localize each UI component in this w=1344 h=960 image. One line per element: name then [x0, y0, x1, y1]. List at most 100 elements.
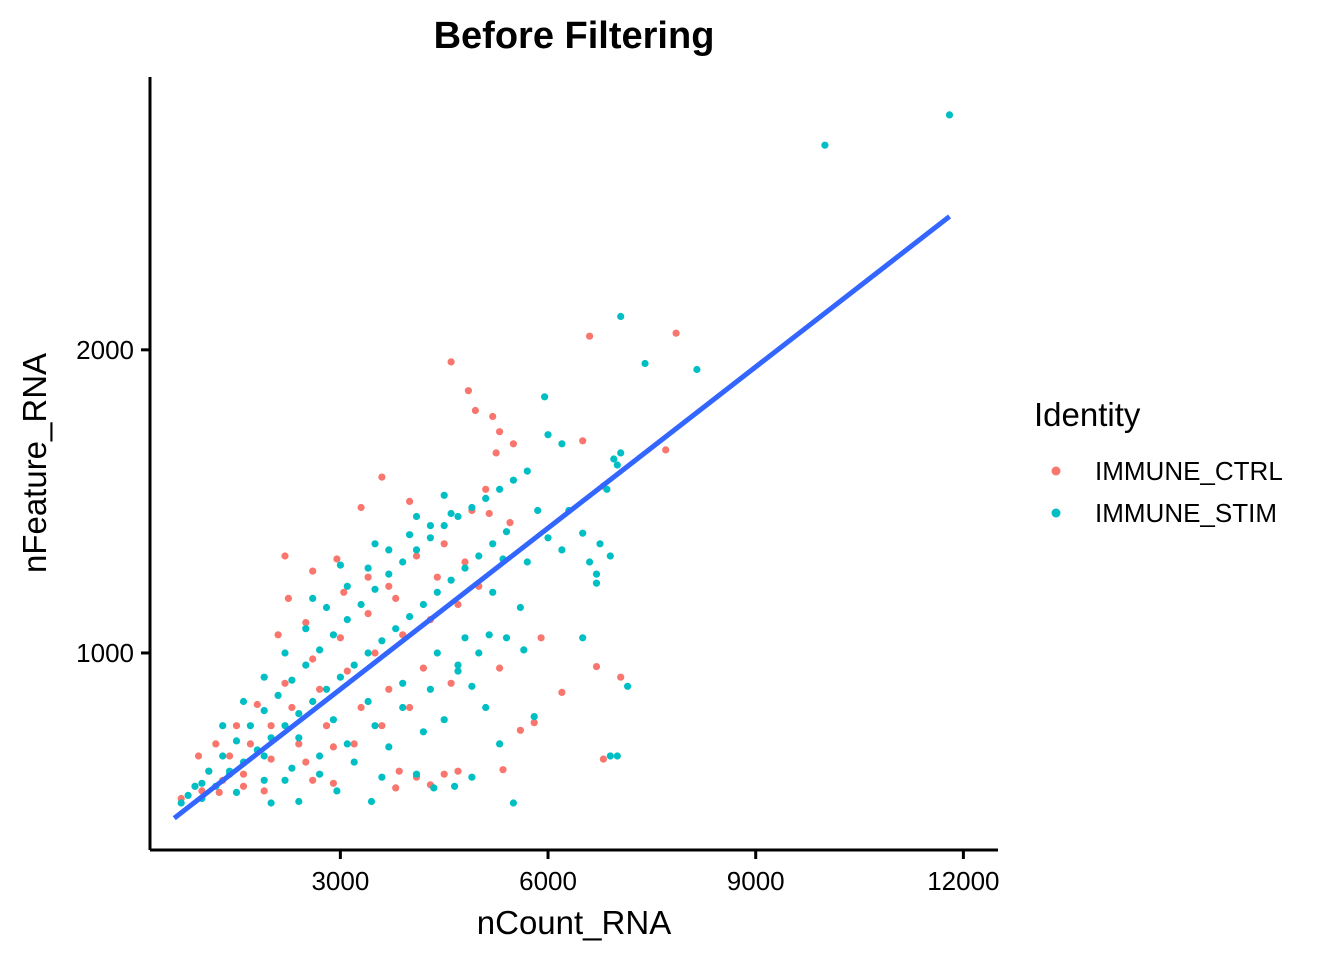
legend: Identity IMMUNE_CTRL IMMUNE_STIM: [1034, 396, 1283, 528]
data-point-immune-stim: [364, 649, 372, 657]
data-point-immune-ctrl: [406, 497, 414, 505]
data-point-immune-ctrl: [489, 412, 497, 421]
data-point-immune-stim: [232, 737, 241, 745]
data-point-immune-stim: [329, 631, 337, 639]
data-point-immune-stim: [385, 546, 393, 554]
data-point-immune-stim: [336, 673, 344, 681]
data-point-immune-stim: [205, 767, 213, 775]
data-point-immune-ctrl: [447, 679, 455, 687]
data-point-immune-ctrl: [537, 634, 545, 642]
data-point-immune-stim: [485, 631, 493, 639]
data-point-immune-stim: [509, 476, 517, 484]
data-point-immune-stim: [613, 752, 621, 760]
data-point-immune-ctrl: [378, 722, 386, 730]
data-point-immune-stim: [586, 558, 594, 566]
data-point-immune-ctrl: [215, 788, 223, 797]
data-point-immune-stim: [451, 782, 459, 790]
data-point-immune-stim: [641, 359, 649, 368]
y-tick-label: 2000: [76, 335, 134, 365]
y-tick-label: 1000: [76, 638, 134, 668]
data-point-immune-ctrl: [333, 555, 341, 563]
data-point-immune-stim: [426, 522, 434, 530]
data-point-immune-ctrl: [395, 767, 403, 775]
data-point-immune-stim: [219, 722, 227, 730]
data-point-immune-stim: [558, 440, 566, 448]
data-point-immune-ctrl: [246, 740, 254, 748]
data-point-immune-ctrl: [461, 558, 469, 566]
data-point-immune-ctrl: [267, 755, 275, 763]
data-point-immune-ctrl: [516, 726, 525, 734]
data-point-immune-ctrl: [329, 779, 337, 787]
data-point-immune-stim: [295, 710, 303, 718]
data-point-immune-stim: [367, 797, 376, 806]
data-point-immune-stim: [461, 634, 469, 642]
data-point-immune-stim: [440, 716, 448, 724]
data-point-immune-stim: [523, 467, 531, 475]
data-point-immune-stim: [502, 528, 511, 536]
data-point-immune-ctrl: [530, 719, 538, 727]
data-point-immune-stim: [945, 111, 954, 119]
data-point-immune-stim: [544, 431, 552, 439]
trend-line: [172, 214, 952, 821]
data-point-immune-stim: [606, 552, 614, 560]
x-tick-label: 9000: [727, 866, 785, 896]
data-point-immune-stim: [336, 561, 344, 569]
data-point-immune-stim: [357, 600, 365, 609]
data-point-immune-ctrl: [288, 703, 296, 712]
data-point-immune-stim: [260, 707, 268, 715]
data-point-immune-ctrl: [267, 722, 275, 730]
data-point-immune-ctrl: [371, 649, 379, 657]
data-point-immune-ctrl: [232, 722, 241, 730]
data-point-immune-stim: [502, 634, 511, 642]
data-point-immune-stim: [592, 570, 601, 578]
data-point-immune-ctrl: [454, 600, 462, 609]
data-point-immune-stim: [232, 788, 241, 797]
data-point-immune-stim: [239, 697, 248, 706]
data-point-immune-ctrl: [447, 358, 455, 366]
data-point-immune-ctrl: [440, 540, 448, 548]
data-point-immune-ctrl: [336, 634, 344, 642]
data-point-immune-stim: [385, 570, 393, 578]
data-point-immune-stim: [496, 740, 504, 748]
data-point-immune-ctrl: [329, 743, 337, 751]
data-point-immune-stim: [544, 534, 552, 542]
x-tick-label: 3000: [311, 866, 369, 896]
data-point-immune-stim: [468, 503, 476, 512]
data-point-immune-ctrl: [309, 776, 317, 784]
data-point-immune-ctrl: [322, 722, 331, 730]
data-point-immune-stim: [433, 588, 441, 596]
data-point-immune-ctrl: [226, 752, 234, 760]
data-point-immune-ctrl: [295, 740, 303, 748]
data-point-immune-ctrl: [364, 573, 372, 581]
data-point-immune-stim: [302, 625, 310, 633]
data-point-immune-ctrl: [302, 758, 310, 766]
data-point-immune-stim: [412, 512, 421, 521]
data-point-immune-stim: [371, 722, 379, 730]
data-point-immune-stim: [433, 649, 441, 657]
data-point-immune-ctrl: [496, 428, 504, 436]
data-point-immune-stim: [399, 679, 407, 687]
data-point-immune-stim: [399, 558, 407, 566]
data-point-immune-stim: [516, 603, 525, 612]
data-point-immune-ctrl: [253, 700, 261, 709]
data-point-immune-stim: [350, 661, 358, 669]
data-point-immune-ctrl: [364, 610, 372, 618]
data-point-immune-stim: [246, 722, 254, 730]
data-point-immune-stim: [288, 676, 296, 684]
data-point-immune-stim: [329, 716, 337, 724]
data-point-immune-stim: [316, 646, 324, 654]
points-layer: [177, 111, 954, 807]
data-point-immune-ctrl: [440, 770, 448, 778]
data-point-immune-stim: [419, 600, 427, 609]
data-point-immune-stim: [350, 758, 358, 766]
x-ticks: 3000 6000 9000 12000: [311, 850, 1000, 896]
data-point-immune-ctrl: [672, 329, 680, 337]
data-point-immune-stim: [177, 799, 185, 807]
data-point-immune-stim: [596, 540, 604, 548]
data-point-immune-ctrl: [482, 485, 490, 493]
data-point-immune-stim: [419, 728, 427, 736]
data-point-immune-stim: [617, 449, 625, 457]
data-point-immune-stim: [343, 740, 351, 748]
data-point-immune-stim: [267, 799, 275, 807]
